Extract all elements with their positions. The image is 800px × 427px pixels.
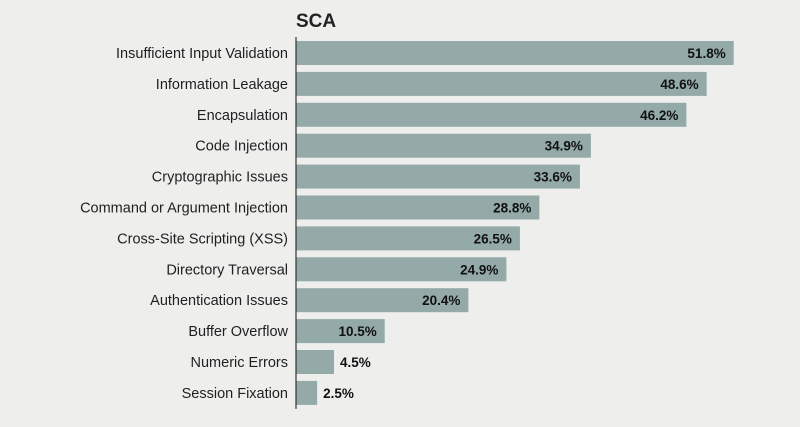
bar <box>296 380 318 405</box>
category-label: Cryptographic Issues <box>152 170 288 186</box>
value-label: 46.2% <box>640 108 678 123</box>
bar <box>296 350 335 374</box>
bar <box>296 102 687 127</box>
category-label: Session Fixation <box>182 386 288 402</box>
category-label: Buffer Overflow <box>188 324 288 340</box>
bar <box>296 257 507 282</box>
category-label: Authentication Issues <box>150 293 288 309</box>
category-label: Directory Traversal <box>166 262 288 278</box>
category-label: Numeric Errors <box>191 355 288 371</box>
category-label: Code Injection <box>195 139 288 155</box>
value-label: 10.5% <box>338 324 376 339</box>
category-label: Insufficient Input Validation <box>116 46 288 62</box>
bar <box>296 195 540 220</box>
value-label: 34.9% <box>545 139 583 154</box>
value-label: 2.5% <box>323 386 354 401</box>
value-label: 33.6% <box>534 170 572 185</box>
value-label: 51.8% <box>687 46 725 61</box>
category-label: Command or Argument Injection <box>80 201 288 217</box>
bar <box>296 319 385 344</box>
value-label: 28.8% <box>493 201 531 216</box>
category-label: Information Leakage <box>156 77 288 93</box>
bar <box>296 164 580 189</box>
value-label: 48.6% <box>660 77 698 92</box>
bars-layer: Insufficient Input Validation 51.8% Inform… <box>80 41 734 405</box>
bar <box>296 41 734 65</box>
category-label: Cross-Site Scripting (XSS) <box>117 231 288 247</box>
category-label: Encapsulation <box>197 108 288 124</box>
value-label: 26.5% <box>474 231 512 246</box>
bar <box>296 226 520 251</box>
value-label: 20.4% <box>422 293 460 308</box>
value-label: 24.9% <box>460 262 498 277</box>
chart-title: SCA <box>296 11 336 32</box>
bar <box>296 71 707 96</box>
bar <box>296 288 469 313</box>
value-label: 4.5% <box>340 355 371 370</box>
bar <box>296 133 591 158</box>
